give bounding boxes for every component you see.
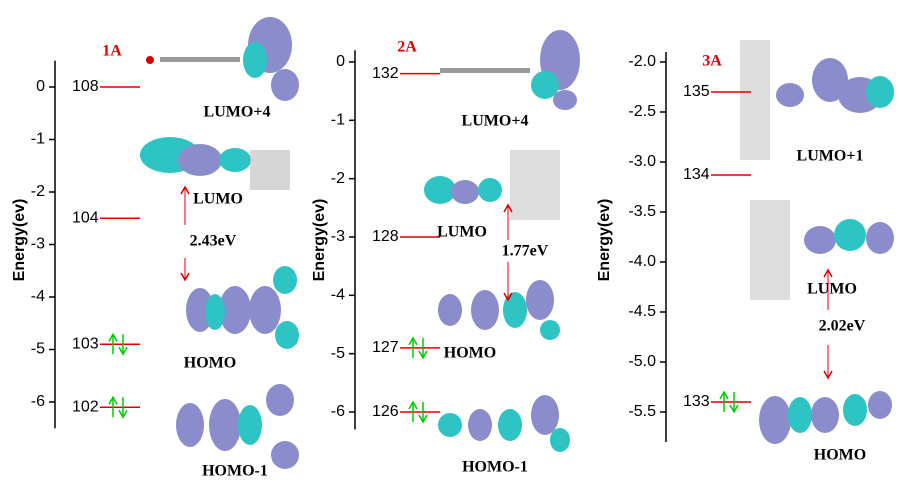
gap-label: 2.02eV — [819, 318, 866, 335]
level-label: 103 — [72, 335, 99, 352]
orbital-label: LUMO+4 — [462, 113, 529, 130]
level-label: 127 — [372, 339, 399, 356]
panel-title: 3A — [702, 53, 722, 70]
gap-arrow-head — [503, 292, 513, 302]
y-tick-label: -2 — [331, 170, 345, 187]
spin-up-head — [108, 395, 118, 405]
molecule-2a-homo1 — [438, 395, 570, 452]
level-label: 133 — [683, 393, 710, 410]
y-tick-label: -3.0 — [628, 153, 656, 170]
y-tick-label: -4 — [31, 288, 45, 305]
spin-down-head — [118, 409, 128, 419]
y-axis-label: Energy(ev) — [596, 199, 613, 282]
y-tick-label: -2.5 — [628, 103, 656, 120]
y-tick-label: -4.0 — [628, 253, 656, 270]
level-label: 108 — [72, 78, 99, 95]
y-tick-label: 0 — [336, 53, 345, 70]
y-tick-label: -1 — [31, 131, 45, 148]
spin-up-head — [719, 390, 729, 400]
orbital-label: LUMO — [437, 224, 487, 241]
molecule-1a-homo1 — [176, 384, 299, 469]
spin-down-head — [729, 404, 739, 414]
level-label: 135 — [683, 83, 710, 100]
y-tick-label: -4.5 — [628, 303, 656, 320]
orbital-label: LUMO — [807, 281, 857, 298]
level-label: 134 — [683, 166, 710, 183]
y-tick-label: -3.5 — [628, 203, 656, 220]
orbital-label: HOMO — [444, 345, 496, 362]
y-axis-label: Energy(ev) — [11, 199, 28, 282]
orbital-label: HOMO-1 — [202, 463, 268, 480]
y-tick-label: -3 — [31, 236, 45, 253]
y-tick-label: 0 — [36, 78, 45, 95]
orbital-label: HOMO-1 — [462, 459, 528, 476]
level-label: 104 — [72, 209, 99, 226]
spin-up-head — [108, 332, 118, 342]
y-tick-label: -1 — [331, 112, 345, 129]
molecule-3a-lumo1 — [740, 40, 894, 160]
y-tick-label: -6 — [31, 393, 45, 410]
level-label: 132 — [372, 65, 399, 82]
molecule-1a-lumo — [140, 137, 290, 190]
orbital-label: HOMO — [814, 447, 866, 464]
orbital-plots — [140, 17, 894, 469]
y-tick-label: -5 — [331, 345, 345, 362]
molecule-1a-homo — [186, 266, 299, 349]
spin-down-head — [418, 414, 428, 424]
orbital-label: HOMO — [184, 355, 236, 372]
orbital-label: LUMO — [193, 191, 243, 208]
gap-arrow-head — [180, 185, 190, 195]
y-tick-label: -3 — [331, 228, 345, 245]
gap-label: 2.43eV — [190, 233, 237, 250]
spin-up-head — [408, 400, 418, 410]
y-tick-label: -4 — [331, 287, 345, 304]
panel-title: 2A — [397, 39, 417, 56]
orbital-label: LUMO+4 — [204, 104, 271, 121]
gap-arrow-head — [823, 268, 833, 278]
orbital-label: LUMO+1 — [797, 148, 864, 165]
gap-arrow-head — [823, 370, 833, 380]
y-tick-label: -2.0 — [628, 53, 656, 70]
spin-up-head — [408, 336, 418, 346]
y-tick-label: -6 — [331, 403, 345, 420]
level-label: 126 — [372, 403, 399, 420]
gap-label: 1.77eV — [502, 243, 549, 260]
level-label: 102 — [72, 398, 99, 415]
y-tick-label: -2 — [31, 183, 45, 200]
molecule-2a-homo — [438, 280, 560, 340]
y-tick-label: -5.0 — [628, 353, 656, 370]
panel-title: 1A — [102, 43, 122, 60]
gap-arrow-head — [180, 272, 190, 282]
y-axis-label: Energy(ev) — [311, 199, 328, 282]
molecule-3a-lumo — [750, 200, 894, 300]
y-tick-label: -5 — [31, 341, 45, 358]
spin-down-head — [418, 350, 428, 360]
molecule-2a-lumo4 — [440, 30, 580, 110]
level-label: 128 — [372, 228, 399, 245]
gap-arrow-head — [503, 203, 513, 213]
molecule-2a-lumo — [424, 150, 560, 220]
spin-down-head — [118, 346, 128, 356]
molecule-3a-homo — [759, 391, 892, 444]
molecule-1a-lumo4 — [146, 17, 299, 101]
y-tick-label: -5.5 — [628, 403, 656, 420]
